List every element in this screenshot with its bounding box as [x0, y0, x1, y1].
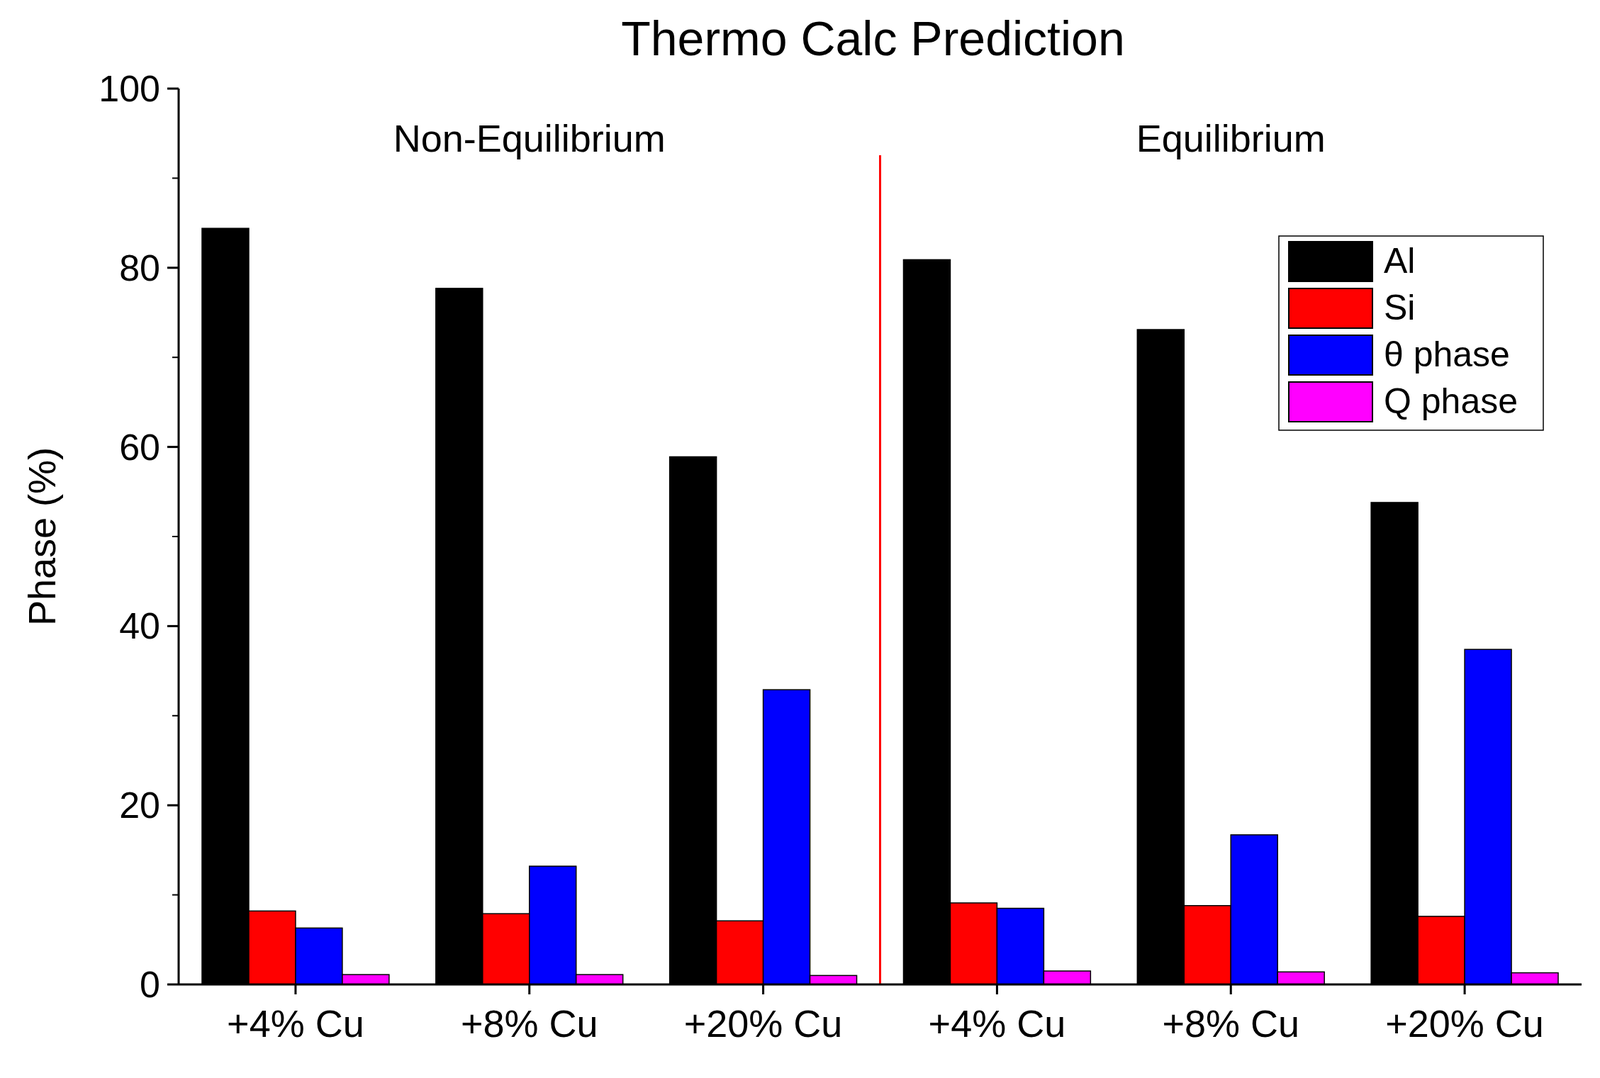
- bar: [1230, 835, 1278, 985]
- annotation: Equilibrium: [1136, 116, 1326, 160]
- bar: [763, 689, 811, 985]
- x-tick-label: +8% Cu: [460, 1002, 599, 1045]
- chart: Thermo Calc Prediction Non-Equilibrium Equ…: [0, 0, 1600, 1078]
- x-tick: [528, 984, 531, 995]
- bar: [1511, 973, 1559, 985]
- x-tick-label: +8% Cu: [1161, 1002, 1300, 1045]
- legend-swatch: [1288, 288, 1373, 329]
- bar: [1277, 971, 1325, 985]
- bar: [342, 974, 390, 985]
- y-minor-tick: [172, 177, 179, 179]
- bar: [1464, 649, 1512, 985]
- bar: [1043, 971, 1091, 985]
- y-tick-label: 100: [98, 68, 161, 110]
- y-tick: [167, 625, 179, 628]
- y-minor-tick: [172, 894, 179, 897]
- legend-swatch: [1288, 335, 1373, 376]
- x-tick-label: +4% Cu: [226, 1002, 365, 1045]
- bar: [202, 228, 249, 985]
- legend: Al Si θ phase Q phase: [1278, 236, 1544, 431]
- x-tick-label: +20% Cu: [684, 1002, 843, 1045]
- bar: [435, 288, 483, 985]
- legend-label: θ phase: [1383, 334, 1510, 375]
- x-tick: [294, 984, 297, 995]
- bar: [1371, 502, 1418, 985]
- legend-label: Si: [1383, 287, 1415, 328]
- bar: [1137, 329, 1184, 985]
- bar: [810, 975, 858, 985]
- y-tick: [167, 445, 179, 449]
- x-axis: [178, 983, 1582, 987]
- bar: [1417, 916, 1465, 985]
- x-tick: [1229, 984, 1233, 995]
- y-minor-tick: [172, 535, 179, 538]
- y-tick-label: 20: [119, 784, 161, 826]
- y-minor-tick: [172, 356, 179, 358]
- bar: [669, 457, 717, 985]
- y-tick-label: 60: [119, 426, 161, 468]
- annotation: Non-Equilibrium: [393, 116, 666, 160]
- y-minor-tick: [172, 715, 179, 717]
- bar: [949, 903, 997, 985]
- bar: [716, 920, 764, 985]
- x-tick: [996, 984, 999, 995]
- bar: [903, 259, 950, 985]
- y-tick: [167, 266, 179, 269]
- x-tick: [762, 984, 765, 995]
- panel-divider: [879, 155, 882, 985]
- bar: [996, 908, 1044, 985]
- bar: [1183, 905, 1231, 985]
- title: Thermo Calc Prediction: [621, 11, 1125, 66]
- bar: [295, 927, 343, 985]
- x-tick-label: +20% Cu: [1385, 1002, 1544, 1045]
- y-tick: [167, 87, 179, 91]
- bar: [248, 910, 296, 985]
- chart-root: Thermo Calc Prediction Non-Equilibrium Equ…: [0, 0, 1600, 1078]
- bar: [529, 866, 577, 985]
- y-tick: [167, 983, 179, 987]
- y-tick-label: 40: [119, 605, 161, 647]
- legend-label: Al: [1383, 241, 1415, 281]
- bar: [576, 974, 624, 985]
- legend-swatch: [1288, 382, 1373, 422]
- y-tick: [167, 804, 179, 807]
- y-tick-label: 0: [139, 964, 161, 1006]
- y-label: Phase (%): [20, 447, 64, 626]
- y-tick-label: 80: [119, 247, 161, 289]
- x-tick-label: +4% Cu: [928, 1002, 1067, 1045]
- bar: [482, 913, 530, 985]
- legend-box: [1278, 236, 1544, 431]
- legend-label: Q phase: [1383, 381, 1518, 422]
- x-tick: [1463, 984, 1467, 995]
- legend-swatch: [1288, 241, 1373, 282]
